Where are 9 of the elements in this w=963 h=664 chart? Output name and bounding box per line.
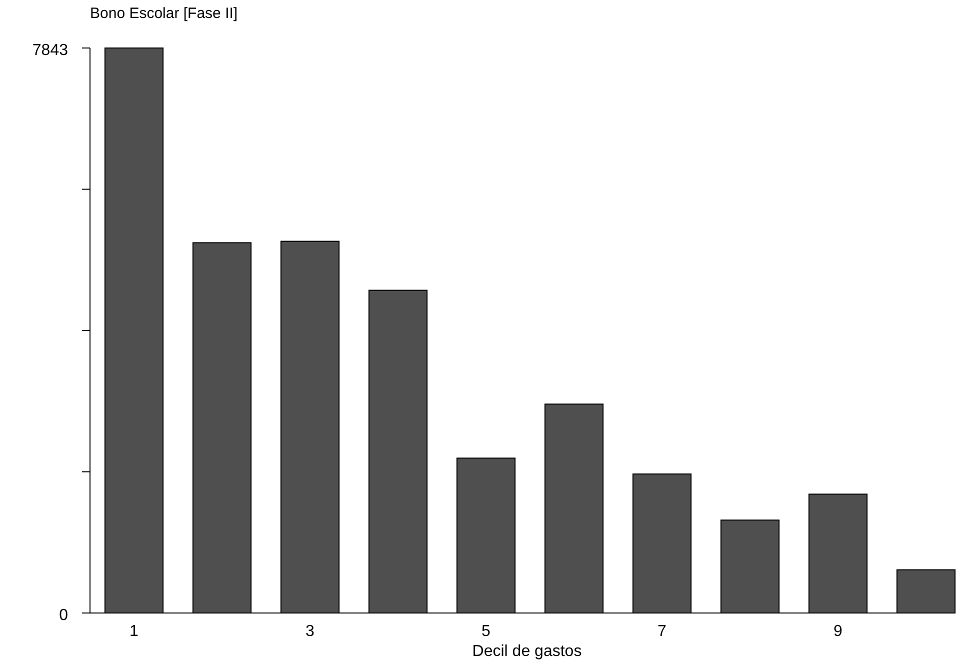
y-tick-label: 0 xyxy=(59,607,68,624)
chart-title: Bono Escolar [Fase II] xyxy=(90,5,238,22)
x-axis-title: Decil de gastos xyxy=(472,643,582,660)
x-tick-label: 3 xyxy=(306,623,315,640)
x-tick-label: 5 xyxy=(482,623,491,640)
x-tick-label: 9 xyxy=(834,623,843,640)
x-tick-label: 7 xyxy=(658,623,667,640)
x-tick-label: 1 xyxy=(130,623,139,640)
y-tick-label: 7843 xyxy=(32,42,68,59)
